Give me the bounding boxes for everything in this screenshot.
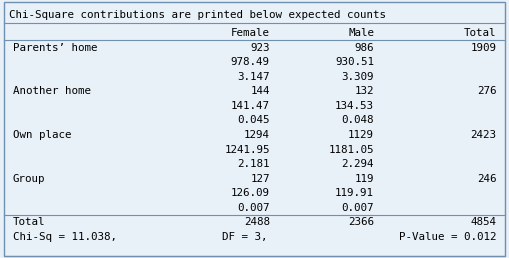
Text: 1181.05: 1181.05 (329, 144, 374, 155)
Text: 0.007: 0.007 (237, 203, 270, 213)
Text: 2.294: 2.294 (342, 159, 374, 169)
Text: 2488: 2488 (244, 217, 270, 228)
Text: 132: 132 (355, 86, 374, 96)
Text: Another home: Another home (13, 86, 91, 96)
Text: P-Value = 0.012: P-Value = 0.012 (399, 232, 496, 242)
Text: 930.51: 930.51 (335, 57, 374, 67)
Text: 3.309: 3.309 (342, 72, 374, 82)
Text: Chi-Square contributions are printed below expected counts: Chi-Square contributions are printed bel… (9, 10, 386, 20)
Text: 119.91: 119.91 (335, 188, 374, 198)
Text: 2.181: 2.181 (237, 159, 270, 169)
Text: Male: Male (348, 28, 374, 38)
Text: 1909: 1909 (470, 43, 496, 53)
Text: 0.048: 0.048 (342, 116, 374, 125)
Text: 1294: 1294 (244, 130, 270, 140)
Text: Chi-Sq = 11.038,: Chi-Sq = 11.038, (13, 232, 117, 242)
Text: 923: 923 (250, 43, 270, 53)
Text: 134.53: 134.53 (335, 101, 374, 111)
Text: 1241.95: 1241.95 (224, 144, 270, 155)
Text: 144: 144 (250, 86, 270, 96)
Text: 978.49: 978.49 (231, 57, 270, 67)
Text: Parents’ home: Parents’ home (13, 43, 97, 53)
Text: 126.09: 126.09 (231, 188, 270, 198)
Text: 3.147: 3.147 (237, 72, 270, 82)
Text: Total: Total (13, 217, 45, 228)
Text: 986: 986 (355, 43, 374, 53)
Text: 276: 276 (477, 86, 496, 96)
Text: 1129: 1129 (348, 130, 374, 140)
Text: Female: Female (231, 28, 270, 38)
Text: 119: 119 (355, 174, 374, 184)
Text: 2366: 2366 (348, 217, 374, 228)
Text: Group: Group (13, 174, 45, 184)
Text: Own place: Own place (13, 130, 71, 140)
Text: DF = 3,: DF = 3, (221, 232, 267, 242)
Text: 4854: 4854 (470, 217, 496, 228)
Text: 246: 246 (477, 174, 496, 184)
Text: Total: Total (464, 28, 496, 38)
Text: 0.045: 0.045 (237, 116, 270, 125)
Text: 2423: 2423 (470, 130, 496, 140)
Text: 0.007: 0.007 (342, 203, 374, 213)
Text: 141.47: 141.47 (231, 101, 270, 111)
Text: 127: 127 (250, 174, 270, 184)
